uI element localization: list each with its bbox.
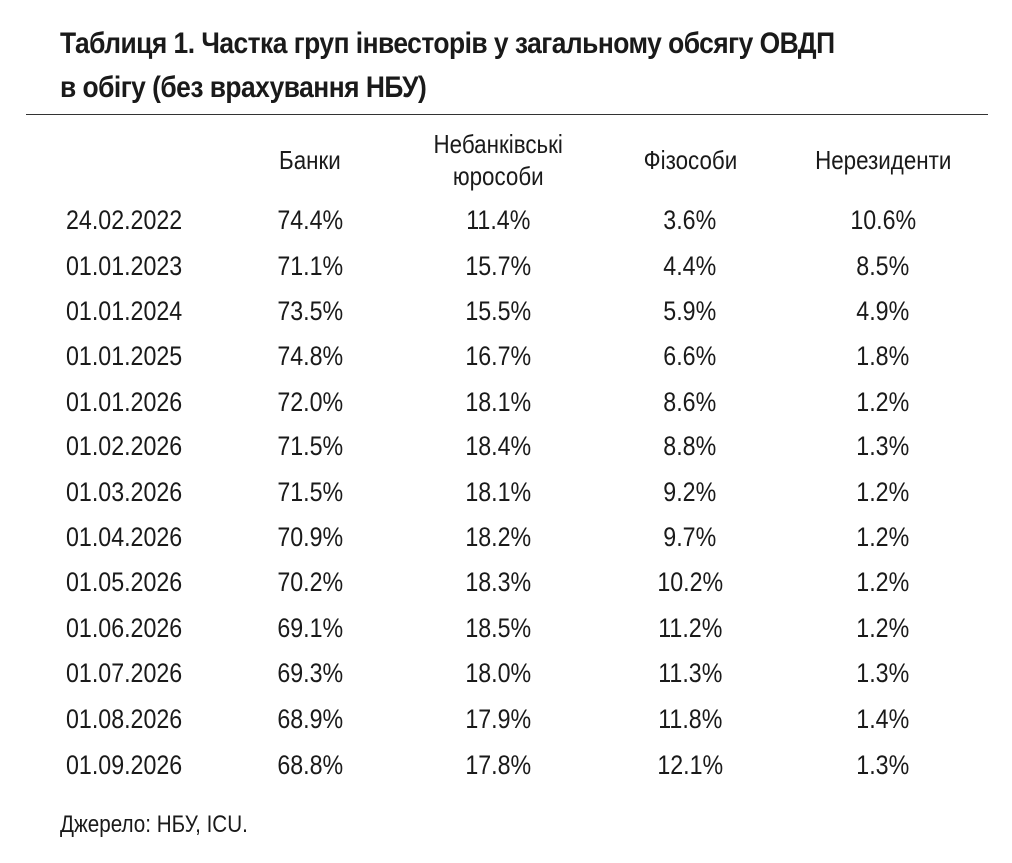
row-date: 24.02.2022 <box>66 205 183 235</box>
table-title-line-1: Таблиця 1. Частка груп інвесторів у зага… <box>60 27 835 60</box>
cell-banks: 70.2% <box>276 567 343 597</box>
header-nonresidents: Нерезиденти <box>815 145 952 175</box>
cell-nonbank: 17.9% <box>464 704 531 734</box>
cell-nonbank: 15.5% <box>464 296 531 326</box>
cell-individuals: 4.4% <box>663 251 717 281</box>
cell-nonresidents: 1.3% <box>856 431 910 461</box>
cell-nonresidents: 1.2% <box>856 567 910 597</box>
cell-nonresidents: 1.4% <box>856 704 910 734</box>
row-date: 01.05.2026 <box>66 567 183 597</box>
cell-nonbank: 17.8% <box>464 750 531 780</box>
cell-banks: 74.4% <box>276 205 343 235</box>
cell-nonresidents: 4.9% <box>856 296 910 326</box>
cell-nonresidents: 8.5% <box>856 251 910 281</box>
cell-nonbank: 16.7% <box>464 341 531 371</box>
cell-individuals: 9.2% <box>663 477 717 507</box>
cell-individuals: 8.8% <box>663 431 717 461</box>
cell-individuals: 11.3% <box>657 658 722 688</box>
row-date: 01.07.2026 <box>66 658 183 688</box>
cell-individuals: 10.2% <box>656 567 723 597</box>
cell-individuals: 9.7% <box>663 522 717 552</box>
cell-nonresidents: 1.8% <box>856 341 910 371</box>
cell-nonresidents: 1.2% <box>856 522 910 552</box>
cell-nonbank: 15.7% <box>464 251 531 281</box>
cell-nonresidents: 1.3% <box>856 750 910 780</box>
cell-banks: 72.0% <box>276 387 343 417</box>
header-nonbank-line-2: юрособи <box>452 161 544 191</box>
source-note: Джерело: НБУ, ICU. <box>60 811 248 838</box>
cell-nonbank: 18.4% <box>464 431 531 461</box>
cell-nonbank: 18.2% <box>464 522 531 552</box>
header-banks: Банки <box>279 145 341 175</box>
cell-individuals: 12.1% <box>656 750 723 780</box>
cell-banks: 71.5% <box>276 477 343 507</box>
cell-nonbank: 18.0% <box>464 658 531 688</box>
cell-nonbank: 11.4% <box>465 205 530 235</box>
cell-nonresidents: 1.2% <box>856 477 910 507</box>
cell-banks: 69.3% <box>276 658 343 688</box>
cell-banks: 68.9% <box>276 704 343 734</box>
cell-nonresidents: 1.3% <box>856 658 910 688</box>
row-date: 01.04.2026 <box>66 522 183 552</box>
cell-banks: 74.8% <box>276 341 343 371</box>
row-date: 01.08.2026 <box>66 704 183 734</box>
cell-individuals: 5.9% <box>663 296 717 326</box>
cell-individuals: 11.2% <box>657 613 722 643</box>
cell-banks: 68.8% <box>276 750 343 780</box>
header-nonbank-line-1: Небанківські <box>433 129 563 159</box>
row-date: 01.06.2026 <box>66 613 183 643</box>
row-date: 01.01.2024 <box>66 296 183 326</box>
cell-individuals: 8.6% <box>663 387 717 417</box>
row-date: 01.02.2026 <box>66 431 183 461</box>
table-title: Таблиця 1. Частка груп інвесторів у зага… <box>60 22 878 110</box>
row-date: 01.09.2026 <box>66 750 183 780</box>
cell-nonresidents: 10.6% <box>849 205 916 235</box>
row-date: 01.01.2023 <box>66 251 183 281</box>
cell-nonbank: 18.1% <box>464 477 531 507</box>
cell-nonbank: 18.5% <box>464 613 531 643</box>
cell-nonresidents: 1.2% <box>856 613 910 643</box>
cell-individuals: 6.6% <box>663 341 717 371</box>
cell-banks: 71.1% <box>276 251 343 281</box>
cell-nonbank: 18.1% <box>464 387 531 417</box>
row-date: 01.01.2025 <box>66 341 183 371</box>
header-individuals: Фізособи <box>643 145 737 175</box>
title-divider <box>26 114 988 115</box>
cell-banks: 70.9% <box>276 522 343 552</box>
header-nonbank-legal-entities: Небанківські юрособи <box>434 128 563 192</box>
table-title-line-2: в обігу (без врахування НБУ) <box>60 71 427 104</box>
cell-nonbank: 18.3% <box>464 567 531 597</box>
cell-banks: 73.5% <box>276 296 343 326</box>
cell-nonresidents: 1.2% <box>856 387 910 417</box>
cell-individuals: 11.8% <box>657 704 722 734</box>
cell-individuals: 3.6% <box>663 205 717 235</box>
cell-banks: 71.5% <box>276 431 343 461</box>
cell-banks: 69.1% <box>276 613 343 643</box>
row-date: 01.03.2026 <box>66 477 183 507</box>
row-date: 01.01.2026 <box>66 387 183 417</box>
